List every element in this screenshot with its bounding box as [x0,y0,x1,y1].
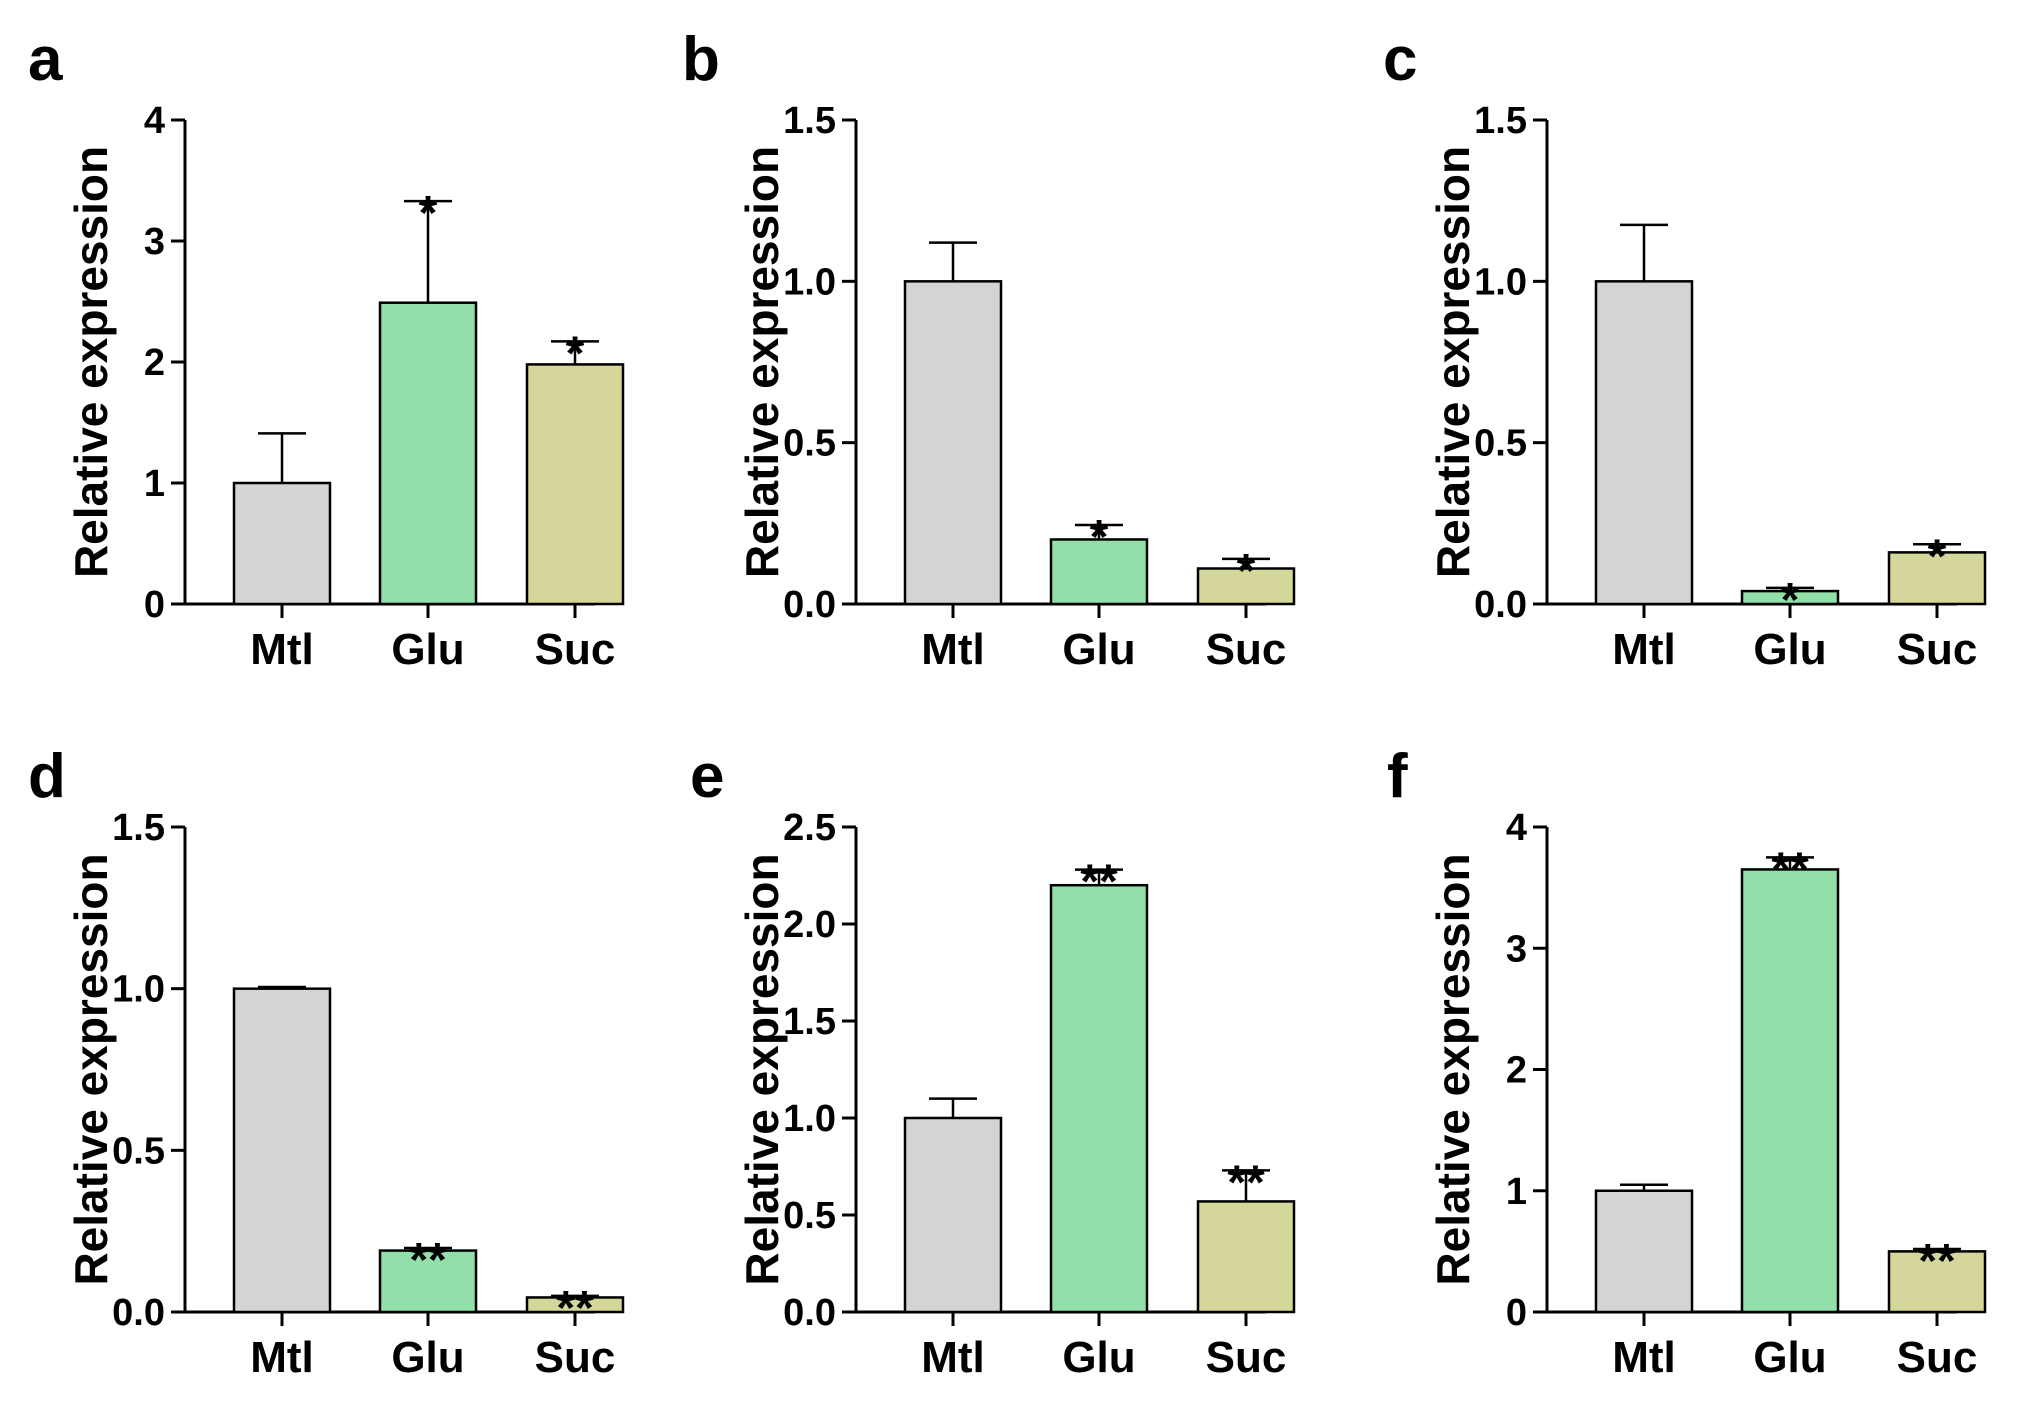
bar-mtl [232,481,332,606]
y-tick-label: 4 [144,100,165,142]
x-tick-label-suc: Suc [1206,1333,1287,1382]
x-tick-label-suc: Suc [535,1333,616,1382]
y-tick-label: 0 [1506,1292,1527,1334]
y-tick-label: 0.5 [1474,423,1527,465]
y-tick-label: 1 [144,463,165,505]
y-tick-label: 0.0 [783,584,836,626]
x-tick-label-mtl: Mtl [921,1333,985,1382]
significance-label: * [1090,511,1109,564]
significance-label: ** [1080,856,1118,909]
y-axis-label: Relative expression [65,146,117,578]
significance-label: * [1781,574,1800,627]
bar-glu [378,301,478,606]
y-tick-label: 2 [144,342,165,384]
y-tick-label: 1.5 [1474,100,1527,142]
x-tick-label-glu: Glu [391,1333,464,1382]
significance-label: * [1237,545,1256,598]
bar-suc [1887,1250,1987,1314]
bar-mtl [232,987,332,1314]
x-tick-label-glu: Glu [1062,1333,1135,1382]
panel-letter: d [28,742,66,811]
significance-label: * [566,327,585,380]
panel-letter: b [682,25,720,94]
x-tick-label-suc: Suc [1206,625,1287,674]
x-tick-label-glu: Glu [1753,1333,1826,1382]
x-tick-label-mtl: Mtl [1612,625,1676,674]
y-tick-label: 0 [144,584,165,626]
y-tick-label: 1.5 [783,100,836,142]
y-tick-label: 1.0 [783,1098,836,1140]
y-tick-label: 1.5 [112,807,165,849]
bar-glu [1049,538,1149,606]
y-tick-label: 1.0 [1474,261,1527,303]
bar-mtl [903,1116,1003,1314]
panel-letter: c [1383,25,1417,94]
bar-suc [1196,1200,1296,1314]
y-tick-label: 0.0 [1474,584,1527,626]
bar-suc [1196,567,1296,606]
chart-panel-b: b Relative expression 0.0 0.5 1.0 1.5 Mtl Glu * S… [682,25,1296,674]
y-tick-label: 4 [1506,807,1527,849]
y-tick-label: 1 [1506,1171,1527,1213]
x-tick-label-suc: Suc [1897,625,1978,674]
significance-label: * [419,187,438,240]
x-tick-label-suc: Suc [1897,1333,1978,1382]
y-tick-label: 0.0 [112,1292,165,1334]
panel-letter: e [690,742,724,811]
y-tick-label: 3 [144,221,165,263]
chart-panel-d: d Relative expression 0.0 0.5 1.0 1.5 Mtl Glu **… [28,742,625,1382]
y-axis-label: Relative expression [65,853,117,1285]
y-tick-label: 1.5 [783,1001,836,1043]
y-tick-label: 0.5 [783,1195,836,1237]
significance-label: ** [1227,1156,1265,1209]
y-axis-label: Relative expression [736,146,788,578]
x-tick-label-glu: Glu [1753,625,1826,674]
bar-suc [525,363,625,606]
y-axis-label: Relative expression [736,853,788,1285]
panel-letter: f [1387,742,1408,811]
y-tick-label: 2.0 [783,904,836,946]
bar-suc [1887,551,1987,606]
x-tick-label-mtl: Mtl [250,1333,314,1382]
chart-panel-f: f Relative expression 0 1 2 3 4 Mtl Glu ** Suc ** [1387,742,1987,1382]
y-tick-label: 0.0 [783,1292,836,1334]
y-tick-label: 1.0 [112,969,165,1011]
significance-label: * [1928,530,1947,583]
y-tick-label: 0.5 [112,1130,165,1172]
y-axis-label: Relative expression [1427,853,1479,1285]
y-axis-label: Relative expression [1427,146,1479,578]
significance-label: ** [556,1282,594,1335]
x-tick-label-glu: Glu [391,625,464,674]
x-tick-label-suc: Suc [535,625,616,674]
bar-glu [1049,883,1149,1314]
y-tick-label: 1.0 [783,261,836,303]
significance-label: ** [1771,843,1809,896]
significance-label: ** [409,1234,447,1287]
bar-glu [1740,868,1840,1314]
x-tick-label-mtl: Mtl [1612,1333,1676,1382]
y-tick-label: 2 [1506,1050,1527,1092]
x-tick-label-mtl: Mtl [921,625,985,674]
x-tick-label-mtl: Mtl [250,625,314,674]
bar-mtl [1594,1189,1694,1314]
y-tick-label: 3 [1506,928,1527,970]
y-tick-label: 0.5 [783,423,836,465]
x-tick-label-glu: Glu [1062,625,1135,674]
panel-letter: a [28,25,63,94]
y-tick-label: 2.5 [783,807,836,849]
bar-mtl [903,280,1003,606]
bar-mtl [1594,280,1694,606]
significance-label: ** [1918,1235,1956,1288]
